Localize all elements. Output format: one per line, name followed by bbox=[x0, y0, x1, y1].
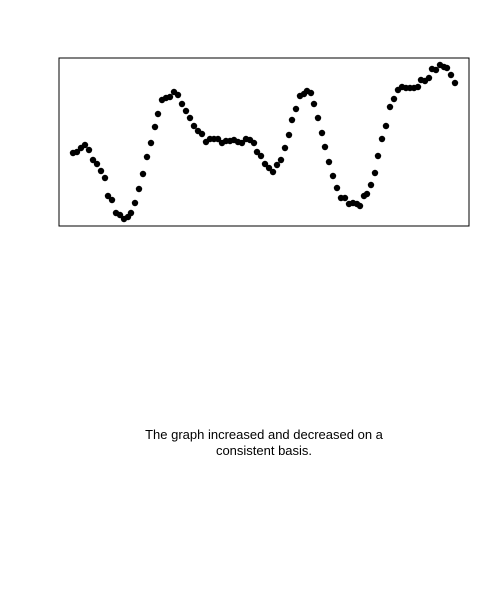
scatter-point bbox=[356, 202, 364, 210]
scatter-point bbox=[139, 170, 147, 178]
scatter-point bbox=[127, 209, 135, 217]
scatter-point bbox=[143, 153, 151, 161]
scatter-point bbox=[269, 168, 277, 176]
scatter-point bbox=[281, 144, 289, 152]
scatter-point bbox=[182, 107, 190, 115]
scatter-point bbox=[414, 83, 422, 91]
scatter-point bbox=[273, 161, 281, 169]
scatter-point bbox=[154, 110, 162, 118]
scatter-point bbox=[257, 152, 265, 160]
scatter-point bbox=[333, 184, 341, 192]
scatter-point bbox=[425, 74, 433, 82]
scatter-point bbox=[104, 192, 112, 200]
scatter-point bbox=[261, 160, 269, 168]
scatter-point bbox=[174, 91, 182, 99]
scatter-point bbox=[310, 100, 318, 108]
scatter-point bbox=[89, 156, 97, 164]
scatter-point bbox=[190, 122, 198, 130]
scatter-point bbox=[214, 135, 222, 143]
scatter-point bbox=[367, 181, 375, 189]
scatter-point bbox=[285, 131, 293, 139]
scatter-point bbox=[307, 89, 315, 97]
scatter-point bbox=[73, 148, 81, 156]
scatter-point bbox=[135, 185, 143, 193]
scatter-point bbox=[265, 164, 273, 172]
scatter-point bbox=[277, 156, 285, 164]
scatter-point bbox=[325, 158, 333, 166]
scatter-point bbox=[85, 146, 93, 154]
caption: The graph increased and decreased on a c… bbox=[145, 427, 383, 458]
scatter-point bbox=[93, 160, 101, 168]
scatter-point bbox=[253, 148, 261, 156]
scatter-point bbox=[108, 196, 116, 204]
scatter-point bbox=[382, 122, 390, 130]
scatter-point bbox=[186, 114, 194, 122]
scatter-point bbox=[147, 139, 155, 147]
scatter-point bbox=[198, 130, 206, 138]
scatter-point bbox=[341, 194, 349, 202]
plot-frame bbox=[58, 57, 470, 227]
scatter-point bbox=[178, 100, 186, 108]
scatter-point bbox=[250, 139, 258, 147]
scatter-point bbox=[432, 66, 440, 74]
scatter-point bbox=[151, 123, 159, 131]
scatter-point bbox=[451, 79, 459, 87]
scatter-point bbox=[447, 71, 455, 79]
scatter-point bbox=[314, 114, 322, 122]
scatter-point bbox=[81, 141, 89, 149]
scatter-point bbox=[374, 152, 382, 160]
scatter-point bbox=[238, 139, 246, 147]
scatter-point bbox=[329, 172, 337, 180]
scatter-point bbox=[378, 135, 386, 143]
scatter-point bbox=[101, 174, 109, 182]
scatter-point bbox=[166, 93, 174, 101]
scatter-point bbox=[371, 169, 379, 177]
scatter-point bbox=[288, 116, 296, 124]
scatter-point bbox=[386, 103, 394, 111]
scatter-point bbox=[131, 199, 139, 207]
scatter-point bbox=[318, 129, 326, 137]
scatter-point bbox=[443, 64, 451, 72]
scatter-point bbox=[363, 190, 371, 198]
scatter-point bbox=[97, 167, 105, 175]
scatter-point bbox=[390, 95, 398, 103]
scatter-point bbox=[321, 143, 329, 151]
scatter-point bbox=[116, 211, 124, 219]
scatter-point bbox=[292, 105, 300, 113]
